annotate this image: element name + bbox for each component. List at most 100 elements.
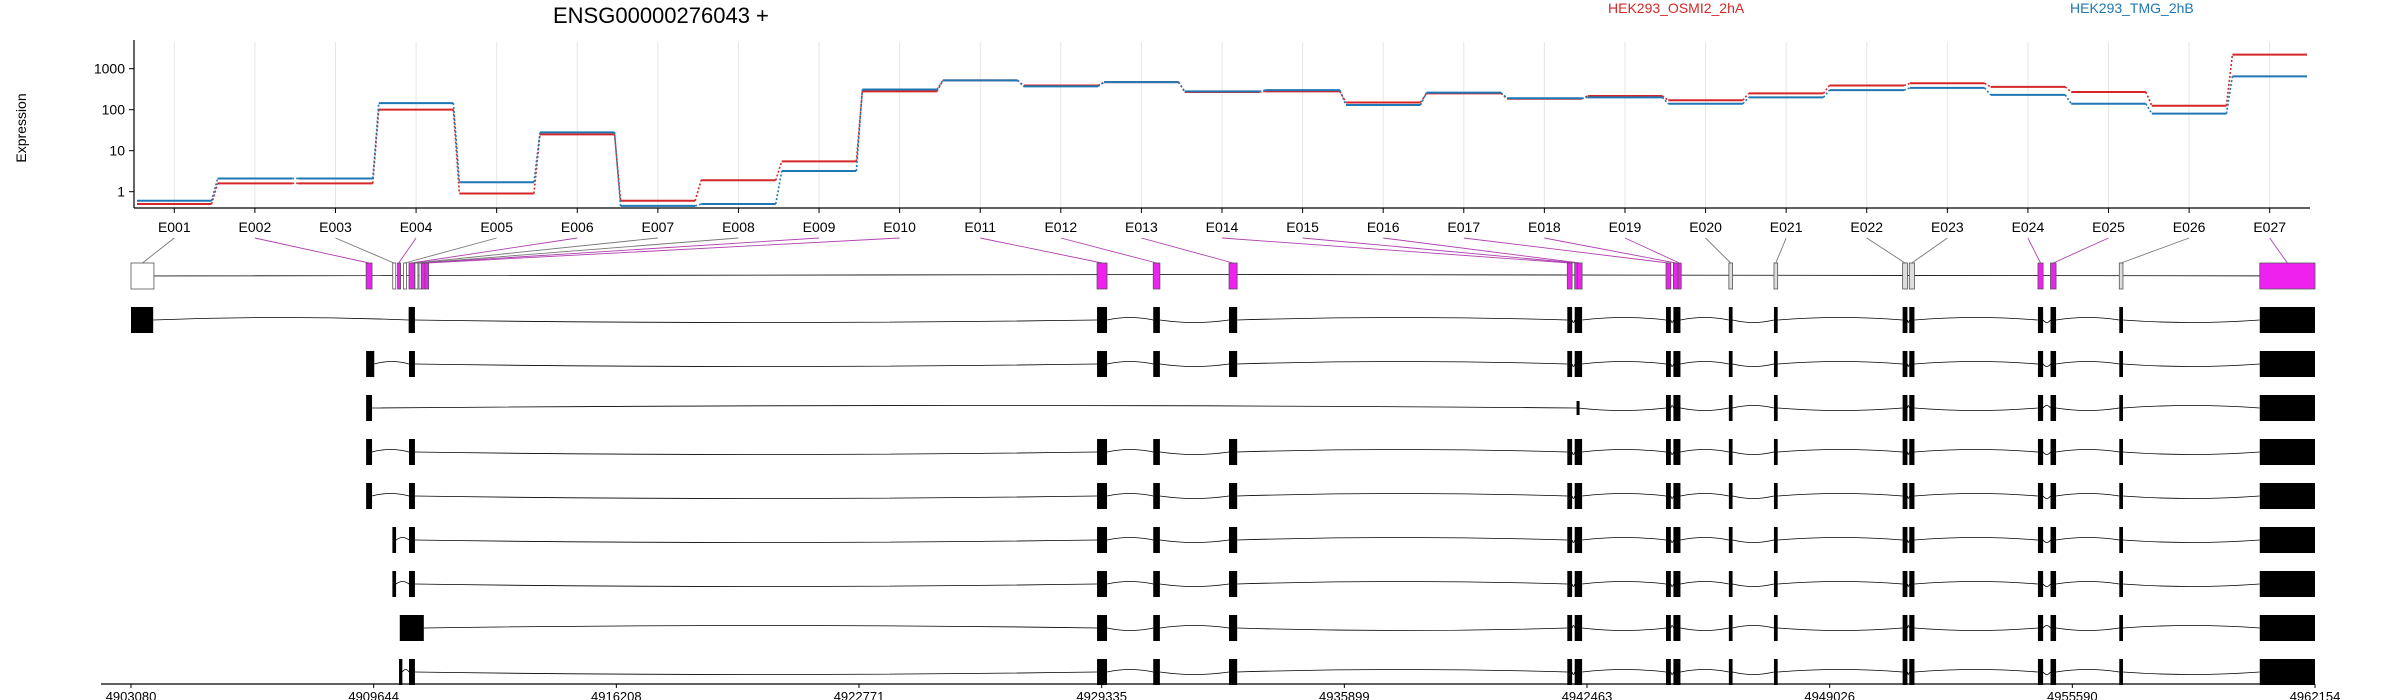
transcript-intron [2122,319,2260,323]
transcript-intron [2042,363,2051,367]
series-transition [2064,94,2072,105]
transcript-exon [2037,351,2044,377]
transcript-9 [399,659,2315,685]
connector-line [2269,237,2288,264]
transcript-exon [1153,439,1160,465]
transcript-intron [1670,319,1674,323]
transcript-intron [1670,495,1674,499]
transcript-intron [1732,671,1775,675]
transcript-intron [1237,317,1568,321]
transcript-intron [1582,581,1667,585]
genomic-tick-label: 4935899 [1319,689,1370,700]
series-transition [2225,76,2234,114]
transcript-intron [1159,319,1230,323]
transcript-exon [1902,395,1908,421]
transcript-intron [2055,537,2120,541]
transcript-exon [2050,395,2057,421]
transcript-intron [1159,451,1230,455]
exon-label: E012 [1044,219,1077,235]
genomic-tick-label: 4903080 [106,689,157,700]
transcript-intron [371,493,410,497]
transcript-intron [1680,317,1729,321]
series-transition [774,161,783,181]
transcript-intron [1732,625,1775,629]
gene-exon-e009 [420,262,426,290]
series-transition [1661,95,1669,101]
transcript-exon [1574,483,1583,509]
transcript-intron [1571,319,1576,323]
exon-label: E018 [1528,219,1561,235]
transcript-6 [392,527,2315,553]
connector-line [2053,237,2109,264]
transcript-intron [1106,449,1154,453]
transcript-intron [1907,495,1910,499]
exon-labels: E001 E002 E003 E004 E005 E006 E007 E008 E009 E010… [158,219,2286,235]
series-transition [2225,54,2234,106]
transcript-intron [1582,317,1667,321]
transcript-exon [2259,659,2315,685]
transcript-intron [1907,671,1910,675]
transcript-exon [1902,439,1908,465]
transcript-exon [1902,527,1908,553]
transcript-intron [414,319,1098,323]
series-transition [210,178,219,201]
series-transition [1178,81,1186,92]
gene-exon-e014 [1566,262,1573,290]
connector-line [254,237,370,264]
series-transition [2145,91,2153,107]
transcript-exon [409,483,415,509]
transcript-4 [366,439,2315,465]
transcript-intron [1582,669,1667,673]
transcript-exon [1728,351,1733,377]
transcript-intron [2055,581,2120,585]
exon-label: E027 [2253,219,2286,235]
gene-exon-e002 [365,262,373,290]
transcript-intron [1571,495,1576,499]
transcript-exon [2259,307,2315,333]
transcript-intron [423,625,1098,629]
series-transition [1500,92,1508,99]
transcript-intron [153,317,409,321]
gene-exon-e026 [2118,262,2124,290]
connector-line [2120,237,2190,264]
transcript-intron [1680,493,1729,497]
exon-label: E002 [239,219,272,235]
transcript-intron [1914,581,2038,585]
series-transition [2064,86,2072,93]
transcript-exon [366,483,373,509]
transcript-intron [2042,625,2051,629]
series-transition [1661,96,1669,105]
transcript-exon [1773,395,1778,421]
transcript-exon [1909,615,1915,641]
transcript-intron [1670,583,1674,587]
transcript-intron [1571,625,1576,629]
transcript-exon [1097,439,1108,465]
gene-intron-line [130,274,2316,277]
transcript-exon [1574,659,1583,685]
connector-line [980,237,1103,264]
transcript-exon [2119,571,2123,597]
series-transition [694,180,702,202]
transcript-exon [2119,395,2123,421]
exon-label: E007 [642,219,675,235]
transcript-intron [1106,581,1154,585]
y-tick-label: 100 [102,102,126,118]
transcript-exon [2259,351,2315,377]
transcript-exon [2259,527,2315,553]
series-transition [1984,82,1992,88]
transcript-intron [1237,581,1568,585]
transcript-intron [1582,493,1667,497]
transcript-exon [1229,615,1238,641]
transcript-intron [1732,583,1775,587]
transcript-exon [1909,571,1915,597]
transcript-exon [1902,615,1908,641]
transcripts [131,307,2315,685]
gene-exon-e019 [1677,262,1682,290]
transcript-intron [1907,319,1910,323]
transcript-intron [1777,627,1903,631]
transcript-exon [1666,659,1671,685]
gene-exon-e020 [1728,262,1733,290]
gene-model [130,262,2316,290]
transcript-exon [1728,571,1733,597]
